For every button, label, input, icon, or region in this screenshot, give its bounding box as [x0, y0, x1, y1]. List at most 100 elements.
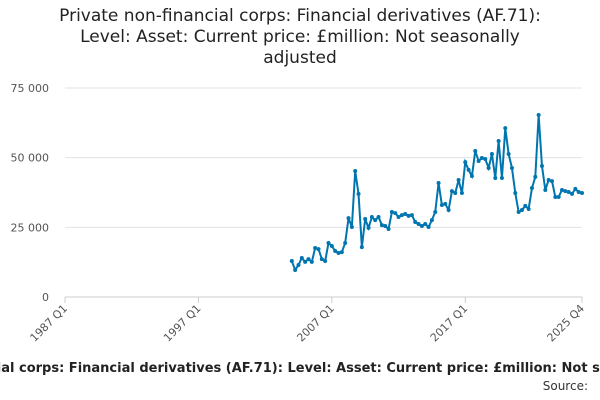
point [459, 191, 464, 196]
point [346, 216, 351, 221]
point [323, 259, 328, 264]
point [539, 164, 544, 169]
point [399, 213, 404, 218]
point [556, 194, 561, 199]
point [416, 221, 421, 226]
point [393, 211, 398, 216]
point [523, 203, 528, 208]
y-tick-label: 0 [42, 291, 49, 304]
point [543, 187, 548, 192]
point [413, 220, 418, 225]
point [493, 176, 498, 181]
point [376, 215, 381, 220]
point [296, 262, 301, 267]
point [509, 165, 514, 170]
point [469, 174, 474, 179]
x-tick-label: 2025 Q4 [545, 302, 588, 345]
point [506, 152, 511, 157]
point [486, 165, 491, 170]
line [290, 114, 583, 273]
x-tick-label: 2017 Q1 [428, 302, 471, 345]
point [309, 259, 314, 264]
point [373, 218, 378, 223]
point [563, 189, 568, 194]
point [466, 167, 471, 172]
point [349, 225, 354, 230]
point [443, 201, 448, 206]
point [549, 179, 554, 184]
point [489, 152, 494, 157]
point [403, 211, 408, 216]
point [289, 259, 294, 264]
point [446, 208, 451, 213]
point [553, 194, 558, 199]
point [319, 257, 324, 262]
point [453, 191, 458, 196]
point [439, 203, 444, 208]
point [499, 176, 504, 181]
point [476, 159, 481, 164]
point [293, 267, 298, 272]
point [433, 210, 438, 215]
point [339, 250, 344, 255]
point [423, 221, 428, 226]
point [306, 257, 311, 262]
point [396, 215, 401, 220]
source: Source: [543, 379, 588, 393]
point [329, 244, 334, 249]
point [313, 245, 318, 250]
point [559, 187, 564, 192]
point [576, 189, 581, 194]
point [473, 148, 478, 153]
x-tick-label: 2007 Q1 [294, 302, 337, 345]
point [546, 177, 551, 182]
point [343, 240, 348, 245]
point [479, 155, 484, 160]
point [353, 169, 358, 174]
point [406, 213, 411, 218]
point [419, 223, 424, 228]
point [463, 160, 468, 165]
point [429, 218, 434, 223]
series-caption: Private non-financial corps: Financial d… [0, 361, 600, 376]
point [516, 210, 521, 215]
y-tick-label: 25 000 [11, 221, 50, 234]
point [299, 255, 304, 260]
point [456, 177, 461, 182]
y-tick-label: 75 000 [11, 82, 50, 95]
point [569, 191, 574, 196]
point [449, 189, 454, 194]
point [533, 174, 538, 179]
point [580, 191, 584, 196]
point [536, 113, 541, 118]
point [316, 247, 321, 252]
point [363, 216, 368, 221]
point [426, 225, 431, 230]
point [379, 223, 384, 228]
point [359, 245, 364, 250]
point [573, 186, 578, 191]
point [436, 181, 441, 186]
point [356, 191, 361, 196]
point [336, 250, 341, 255]
point [566, 189, 571, 194]
point [526, 206, 531, 211]
point [303, 259, 308, 264]
point [519, 208, 524, 213]
x-tick-label: 1987 Q1 [28, 302, 71, 345]
point [496, 138, 501, 143]
point [389, 210, 394, 215]
y-tick-label: 50 000 [11, 152, 50, 165]
chart-title: Private non-financial corps: Financial d… [59, 6, 541, 68]
x-tick-label: 1997 Q1 [161, 302, 204, 345]
point [513, 191, 518, 196]
point [386, 227, 391, 232]
point [369, 215, 374, 220]
point [503, 126, 508, 131]
point [529, 186, 534, 191]
point [383, 223, 388, 228]
point [326, 240, 331, 245]
point [366, 225, 371, 230]
